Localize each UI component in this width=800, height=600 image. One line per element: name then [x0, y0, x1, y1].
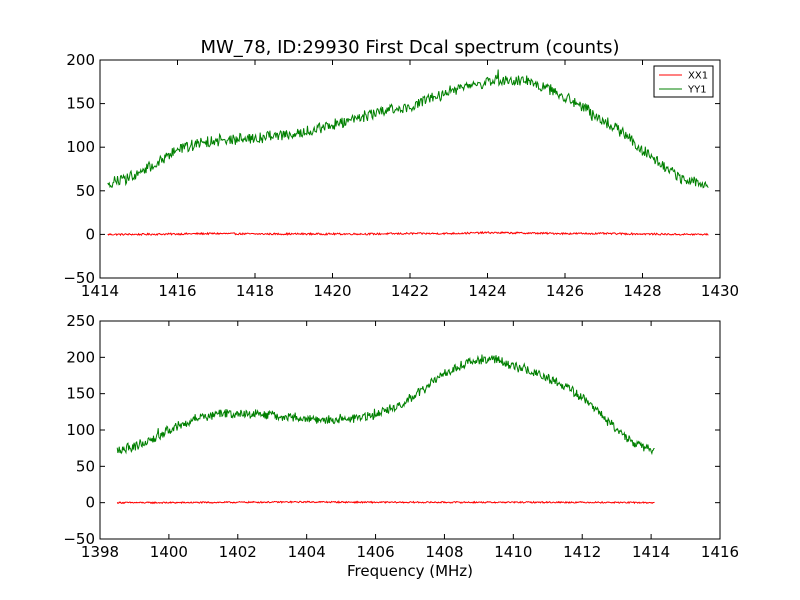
y-tick-label: 200: [66, 51, 95, 69]
x-tick-label: 1406: [356, 543, 394, 561]
x-axis-label: Frequency (MHz): [347, 562, 473, 580]
x-tick-label: 1426: [546, 282, 584, 300]
y-tick-label: 100: [66, 138, 95, 156]
x-tick-label: 1400: [150, 543, 188, 561]
x-tick-label: 1416: [158, 282, 196, 300]
y-tick-label: 150: [66, 385, 95, 403]
chart-title: MW_78, ID:29930 First Dcal spectrum (cou…: [200, 37, 619, 58]
series-line-yy1: [107, 69, 709, 189]
legend-label-yy1: YY1: [687, 85, 707, 96]
y-tick-label: 100: [66, 421, 95, 439]
y-tick-label: 150: [66, 95, 95, 113]
x-tick-label: 1418: [236, 282, 274, 300]
y-tick-label: 250: [66, 312, 95, 330]
legend-label-xx1: XX1: [688, 71, 708, 82]
x-tick-label: 1402: [219, 543, 257, 561]
legend-box: [653, 65, 714, 98]
x-tick-label: 1428: [623, 282, 661, 300]
y-tick-label: 50: [76, 457, 95, 475]
series-line-xx1: [107, 230, 709, 237]
y-tick-label: −50: [63, 530, 95, 548]
y-tick-label: −50: [63, 269, 95, 287]
y-tick-label: 200: [66, 348, 95, 366]
x-tick-label: 1414: [632, 543, 670, 561]
series-line-xx1: [116, 500, 655, 505]
x-tick-label: 1414: [81, 282, 119, 300]
x-tick-label: 1398: [81, 543, 119, 561]
x-tick-label: 1408: [425, 543, 463, 561]
y-tick-label: 0: [85, 494, 95, 512]
x-tick-label: 1410: [494, 543, 532, 561]
x-tick-label: 1420: [313, 282, 351, 300]
y-tick-label: 0: [85, 225, 95, 243]
top-spectrum-panel: 1414 1416 1418 1420 1422 1424 1426 1428 1430 −50 0…: [63, 51, 739, 300]
x-tick-label: 1422: [391, 282, 429, 300]
x-tick-label: 1424: [468, 282, 506, 300]
x-tick-label: 1430: [701, 282, 739, 300]
bottom-spectrum-panel: 1398 1400 1402 1404 1406 1408 1410 1412 1414 1416…: [63, 312, 739, 580]
x-tick-label: 1412: [563, 543, 601, 561]
x-tick-label: 1404: [288, 543, 326, 561]
x-tick-label: 1416: [701, 543, 739, 561]
series-line-yy1: [116, 354, 655, 456]
y-tick-label: 50: [76, 182, 95, 200]
